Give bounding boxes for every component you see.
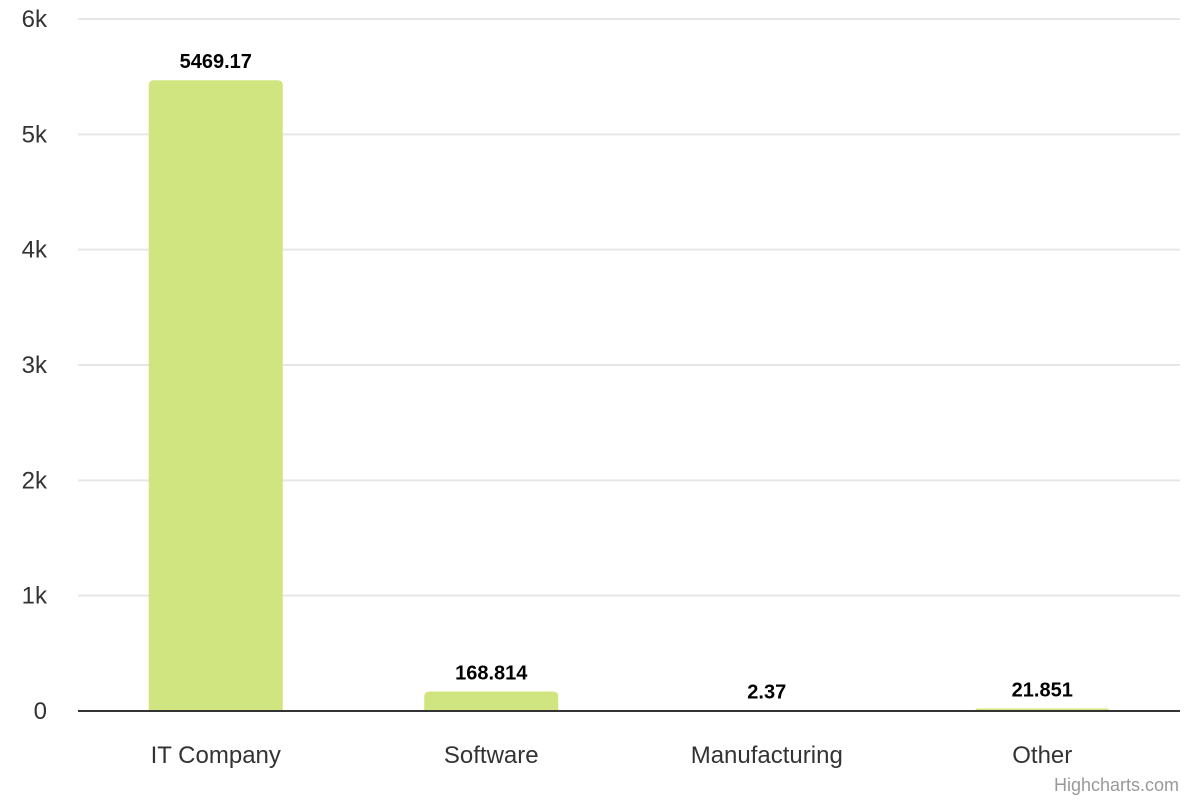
y-tick-label: 2k: [22, 467, 48, 494]
y-tick-label: 6k: [22, 6, 48, 33]
data-labels: 5469.17 168.814 2.37 21.851: [180, 51, 1073, 704]
credits-link[interactable]: Highcharts.com: [1054, 775, 1179, 795]
y-tick-label: 5k: [22, 121, 48, 148]
bar[interactable]: [148, 80, 283, 711]
y-tick-label: 1k: [22, 583, 48, 610]
data-label: 168.814: [455, 663, 528, 685]
bar[interactable]: [424, 691, 559, 711]
x-tick-label: Manufacturing: [691, 742, 843, 769]
data-label: 21.851: [1012, 679, 1073, 701]
y-tick-label: 0: [34, 698, 47, 725]
y-tick-label: 3k: [22, 352, 48, 379]
data-label: 2.37: [747, 682, 786, 704]
x-axis-ticks: IT Company Software Manufacturing Other: [151, 742, 1073, 769]
x-tick-label: Other: [1012, 742, 1072, 769]
data-label: 5469.17: [180, 51, 252, 73]
y-axis-ticks: 0 1k 2k 3k 4k 5k 6k: [22, 6, 48, 725]
x-tick-label: IT Company: [151, 742, 281, 769]
bars: [148, 80, 1110, 711]
y-tick-label: 4k: [22, 237, 48, 264]
x-tick-label: Software: [444, 742, 539, 769]
